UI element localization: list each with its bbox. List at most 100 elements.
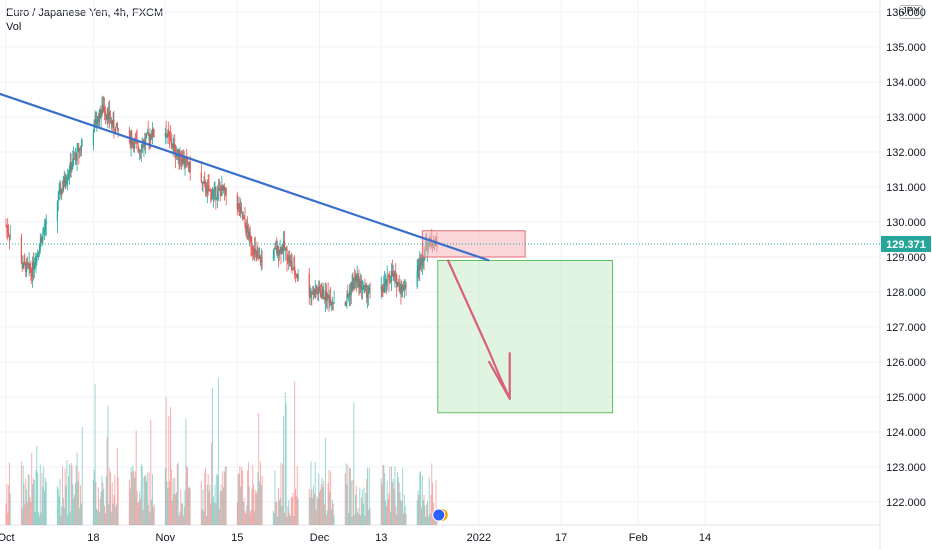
candle-body [366,294,369,298]
volume-bar [215,503,217,525]
volume-bar [416,500,418,525]
volume-bar [355,494,357,525]
candle-body [117,128,119,131]
volume-bar [57,488,59,525]
volume-label[interactable]: Vol [6,21,22,33]
chart-legend: Euro / Japanese Yen, 4h, FXCM Vol [6,6,163,34]
volume-bar [363,487,365,525]
candle-body [386,275,388,286]
volume-bar [169,481,171,525]
symbol-title[interactable]: Euro / Japanese Yen, 4h, FXCM [6,7,164,19]
volume-bar [24,504,26,525]
volume-bar [204,472,206,525]
candle-body [251,245,253,248]
candle-body [420,258,422,261]
volume-bar [205,467,207,525]
candle-body [354,274,357,281]
volume-bar [272,510,274,525]
volume-bar [431,463,433,525]
candle-body [73,158,76,160]
candle-body [170,139,172,146]
volume-bar [244,510,246,525]
volume-bar [38,512,40,525]
volume-bar [396,471,398,525]
candle-body [351,282,353,288]
volume-bar [74,482,76,525]
candle-body [278,252,280,256]
volume-bar [354,514,356,525]
volume-bar [432,483,434,525]
volume-bar [146,472,148,525]
volume-bar [115,506,117,525]
volume-bar [367,510,369,525]
candle-body [35,262,37,264]
candle-body [61,189,63,196]
candle-body [69,162,71,173]
candle-body [210,190,212,192]
candle-body [44,223,47,231]
candle-body [187,158,189,165]
volume-bar [44,491,46,525]
volume-bar [45,481,47,525]
candle-body [284,248,286,250]
candle-body [144,140,146,144]
candle-body [328,296,330,304]
volume-bar [362,503,364,525]
volume-bar [423,494,425,525]
candle-body [277,246,280,256]
take-profit-zone [437,260,614,414]
candle-body [325,290,327,301]
candle-body [392,273,394,277]
candle-body [323,289,325,299]
candle-body [291,262,293,269]
candle-body [179,158,181,161]
volume-bar [242,501,244,525]
volume-bar [247,461,249,525]
candle-body [237,204,239,209]
candle-body [204,181,206,183]
volume-bar [38,516,40,525]
currency-badge[interactable]: JPY [898,5,923,19]
volume-bar [278,500,280,525]
candle-body [346,294,348,303]
candle-body [384,283,386,288]
candle-body [397,281,399,284]
candle-body [24,261,26,264]
candle-body [6,225,8,228]
candle-body [322,289,324,295]
volume-bar [151,474,153,525]
volume-bar [42,486,44,525]
volume-bar [240,486,242,525]
volume-bar [177,462,179,525]
candle-body [130,138,132,145]
candle-body [152,129,154,137]
volume-bar [112,503,114,525]
candle-body [359,281,361,289]
volume-bar [344,473,346,525]
candle-body [203,181,205,183]
volume-bar [316,495,318,525]
candle-body [169,134,171,137]
candle-body [211,191,213,200]
volume-bar [400,500,402,525]
candle-body [37,252,39,254]
candle-body [37,251,40,253]
candle-body [223,186,226,191]
volume-bar [217,377,219,525]
volume-bar [417,490,419,525]
volume-bar [129,488,131,525]
volume-bar [430,494,432,525]
candle-body [58,191,60,200]
volume-bar [114,475,116,525]
candle-body [236,194,238,209]
y-tick-label: 131.000 [886,182,926,194]
volume-bar [297,498,299,525]
volume-bar [62,466,64,525]
candle-body [286,248,288,261]
volume-bar [178,515,180,525]
volume-bar [220,484,222,525]
volume-bar [99,498,101,525]
volume-bar [153,504,155,525]
volume-bar [395,505,397,525]
